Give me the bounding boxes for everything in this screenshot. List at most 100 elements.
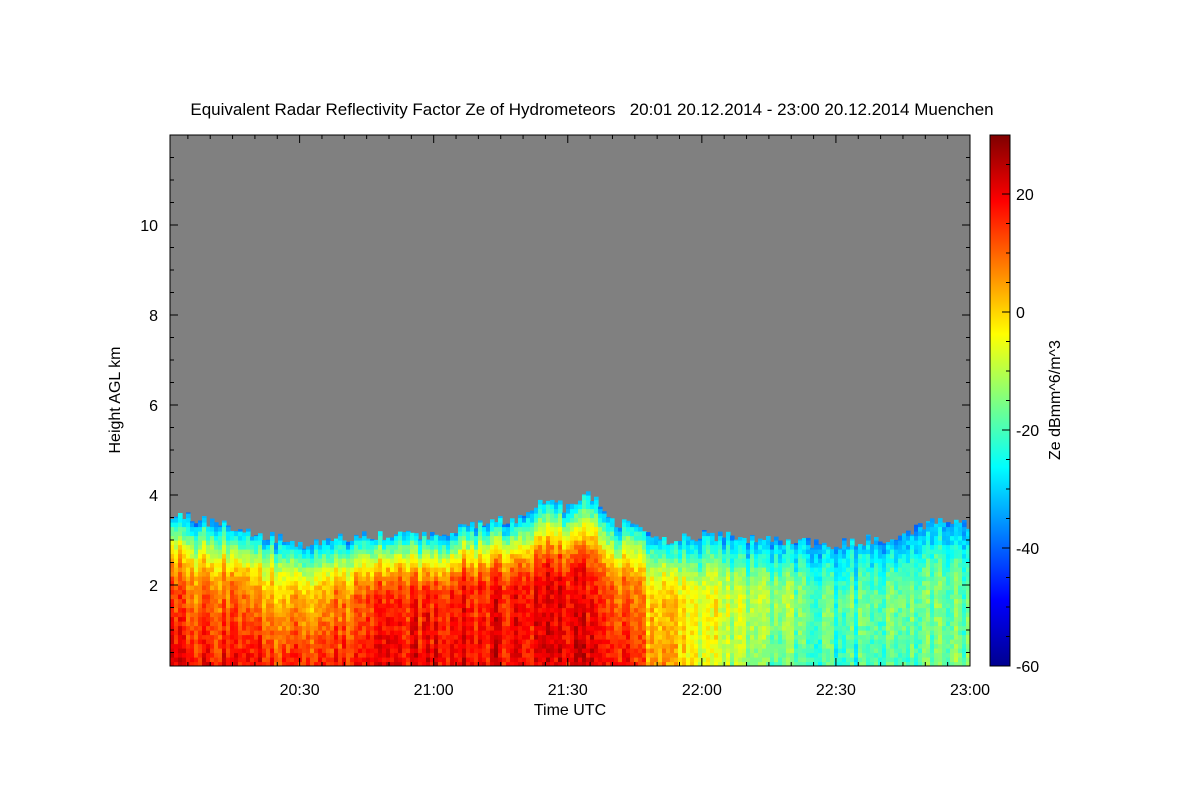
reflectivity-cell (550, 526, 555, 532)
reflectivity-cell (642, 594, 647, 600)
reflectivity-cell (182, 603, 187, 609)
reflectivity-cell (642, 553, 647, 559)
reflectivity-cell (274, 553, 279, 559)
reflectivity-cell (238, 531, 243, 537)
reflectivity-cell (618, 527, 623, 532)
reflectivity-cell (262, 661, 267, 666)
reflectivity-cell (634, 598, 639, 604)
reflectivity-cell (190, 580, 195, 586)
reflectivity-cell (354, 558, 359, 564)
reflectivity-cell (246, 571, 251, 577)
reflectivity-cell (698, 558, 703, 564)
reflectivity-cell (618, 535, 623, 541)
reflectivity-cell (758, 661, 763, 666)
reflectivity-cell (170, 648, 175, 654)
reflectivity-cell (622, 526, 627, 532)
reflectivity-cell (574, 544, 579, 550)
reflectivity-cell (314, 603, 319, 609)
reflectivity-cell (406, 607, 411, 613)
reflectivity-cell (186, 553, 191, 559)
reflectivity-cell (334, 558, 339, 564)
reflectivity-cell (286, 634, 291, 640)
reflectivity-cell (478, 531, 483, 537)
reflectivity-cell (362, 616, 367, 622)
reflectivity-cell (430, 585, 435, 591)
reflectivity-cell (286, 603, 291, 609)
reflectivity-cell (258, 562, 263, 568)
reflectivity-cell (262, 571, 267, 577)
reflectivity-cell (578, 508, 583, 514)
reflectivity-cell (562, 544, 567, 550)
reflectivity-cell (798, 549, 803, 555)
reflectivity-cell (814, 625, 819, 631)
reflectivity-cell (326, 643, 331, 649)
reflectivity-cell (178, 571, 183, 577)
reflectivity-cell (478, 589, 483, 595)
reflectivity-cell (698, 661, 703, 666)
reflectivity-cell (170, 630, 175, 636)
reflectivity-cell (542, 503, 547, 505)
reflectivity-cell (558, 576, 563, 582)
reflectivity-cell (750, 657, 755, 663)
reflectivity-cell (426, 657, 431, 663)
reflectivity-cell (294, 616, 299, 622)
reflectivity-cell (542, 603, 547, 609)
reflectivity-cell (178, 553, 183, 559)
reflectivity-cell (506, 549, 511, 555)
reflectivity-cell (394, 612, 399, 618)
reflectivity-cell (358, 567, 363, 573)
reflectivity-cell (378, 625, 383, 631)
reflectivity-cell (210, 571, 215, 577)
reflectivity-cell (798, 558, 803, 564)
reflectivity-cell (170, 598, 175, 604)
reflectivity-cell (226, 558, 231, 564)
reflectivity-cell (654, 661, 659, 666)
reflectivity-cell (238, 643, 243, 649)
reflectivity-cell (210, 643, 215, 649)
reflectivity-cell (310, 571, 315, 577)
reflectivity-cell (518, 562, 523, 568)
reflectivity-cell (702, 607, 707, 613)
reflectivity-cell (242, 616, 247, 622)
reflectivity-cell (530, 625, 535, 631)
reflectivity-cell (222, 598, 227, 604)
reflectivity-cell (674, 639, 679, 645)
reflectivity-cell (590, 544, 595, 550)
reflectivity-cell (178, 625, 183, 631)
reflectivity-cell (194, 657, 199, 663)
reflectivity-cell (394, 535, 399, 541)
reflectivity-cell (526, 562, 531, 568)
reflectivity-cell (486, 621, 491, 627)
reflectivity-cell (786, 612, 791, 618)
reflectivity-cell (410, 535, 415, 541)
reflectivity-cell (810, 634, 815, 640)
reflectivity-cell (810, 549, 815, 555)
reflectivity-cell (674, 607, 679, 613)
reflectivity-cell (562, 634, 567, 640)
reflectivity-cell (350, 567, 355, 573)
reflectivity-cell (326, 594, 331, 600)
reflectivity-cell (406, 643, 411, 649)
reflectivity-cell (450, 625, 455, 631)
reflectivity-cell (270, 562, 275, 568)
reflectivity-cell (670, 661, 675, 666)
reflectivity-cell (726, 540, 731, 546)
reflectivity-cell (214, 562, 219, 568)
reflectivity-cell (362, 661, 367, 666)
reflectivity-cell (226, 639, 231, 645)
reflectivity-cell (466, 589, 471, 595)
reflectivity-cell (494, 567, 499, 573)
reflectivity-cell (802, 538, 807, 541)
reflectivity-cell (282, 562, 287, 568)
reflectivity-cell (662, 607, 667, 613)
reflectivity-cell (182, 549, 187, 555)
reflectivity-cell (514, 657, 519, 663)
reflectivity-cell (598, 661, 603, 666)
reflectivity-cell (726, 661, 731, 666)
reflectivity-cell (538, 639, 543, 645)
reflectivity-cell (258, 616, 263, 622)
reflectivity-cell (490, 612, 495, 618)
reflectivity-cell (414, 657, 419, 663)
reflectivity-cell (730, 616, 735, 622)
reflectivity-cell (334, 616, 339, 622)
